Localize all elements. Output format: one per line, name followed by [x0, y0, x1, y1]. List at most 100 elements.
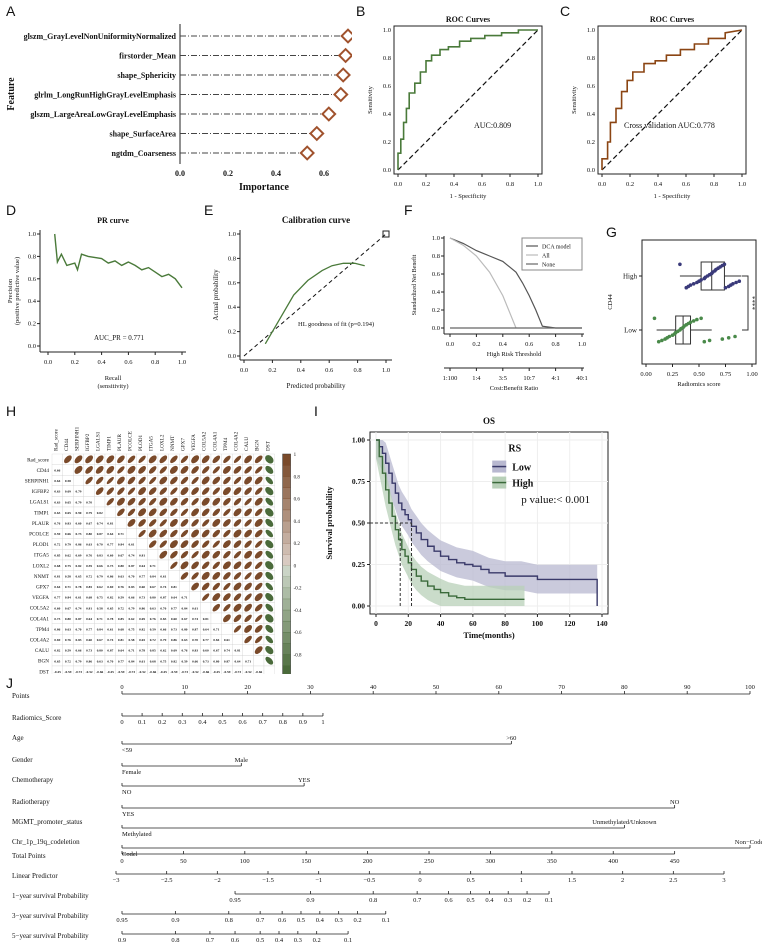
- h-value-2-0: 0.64: [54, 479, 60, 483]
- d-title: PR curve: [97, 216, 129, 225]
- h-ellipse-5-20: [265, 508, 274, 517]
- j-tick-label-9-1: −2.5: [161, 877, 173, 884]
- h-ellipse-7-16: [223, 529, 231, 538]
- h-ellipse-17-20: [265, 635, 274, 644]
- i-xtick-label-6: 120: [564, 619, 576, 628]
- g-point-1-18: [695, 317, 699, 322]
- panel-label-d: D: [6, 202, 17, 218]
- h-ellipse-5-13: [191, 508, 200, 517]
- h-ellipse-1-15: [212, 466, 220, 474]
- f-x-axis-title-2: Cost:Benefit Ratio: [490, 385, 539, 392]
- h-col-label-7: PCOLCE: [128, 431, 134, 451]
- j-tick-label-1-2: 0.2: [158, 719, 166, 726]
- h-cell-0-0: [51, 453, 63, 465]
- h-value-11-5: 0.86: [107, 575, 113, 579]
- f-ytick-label-0: 0.0: [432, 325, 440, 332]
- f-ytick-label-2: 0.4: [432, 289, 441, 296]
- h-value-20-11: -0.59: [170, 670, 177, 674]
- j-tick-label-10-3: 0.7: [413, 897, 422, 904]
- h-value-13-11: 0.64: [171, 596, 177, 600]
- h-ellipse-6-11: [169, 518, 178, 527]
- h-value-6-0: 0.76: [54, 522, 60, 526]
- h-col-label-19: BGN: [255, 440, 261, 451]
- h-ellipse-5-10: [159, 508, 168, 517]
- h-ellipse-3-10: [159, 487, 168, 495]
- d-xtick-label-0: 0.0: [44, 359, 52, 366]
- g-xtick-label-4: 1.00: [746, 371, 757, 378]
- h-ellipse-11-15: [212, 572, 221, 580]
- h-ellipse-7-13: [191, 529, 200, 538]
- c-ytick-label-4: 0.8: [587, 55, 595, 62]
- h-value-14-5: 0.65: [107, 606, 113, 610]
- cd44-boxplot-chart: High Low **** 0.00 0.25 0.50 0.75 1.00 Radiomics…: [607, 239, 758, 388]
- h-ellipse-1-19: [255, 466, 263, 474]
- h-value-15-3: 0.64: [86, 617, 92, 621]
- h-value-11-0: 0.81: [54, 575, 60, 579]
- h-value-12-1: 0.71: [65, 585, 71, 589]
- h-value-16-10: 0.66: [160, 628, 166, 632]
- b-ytick-label-1: 0.2: [383, 139, 391, 146]
- i-xtick-label-1: 20: [405, 619, 413, 628]
- j-tick-label-8-1: 50: [180, 858, 187, 865]
- h-ellipse-7-9: [148, 529, 157, 538]
- i-ytick-label-0: 0.00: [352, 602, 365, 611]
- h-ellipse-1-12: [180, 466, 189, 474]
- h-value-8-2: 0.86: [76, 543, 82, 547]
- j-tick-label-9-10: 2: [621, 877, 624, 884]
- j-tick-label-12-3: 0.6: [231, 937, 240, 942]
- h-cell-2-2: [73, 475, 84, 486]
- h-value-18-0: 0.82: [54, 649, 60, 653]
- h-ellipse-1-2: [74, 465, 83, 474]
- h-ellipse-14-18: [244, 603, 252, 612]
- i-xtick-label-3: 60: [469, 619, 477, 628]
- j-tick-label-8-6: 300: [486, 858, 496, 865]
- h-value-8-0: 0.72: [54, 543, 60, 547]
- h-value-1-0: 0.66: [54, 469, 60, 473]
- h-ellipse-11-13: [191, 572, 199, 580]
- h-value-19-8: 0.61: [139, 659, 145, 663]
- b-ytick-label-5: 1.0: [383, 27, 391, 34]
- h-ellipse-6-12: [180, 519, 189, 527]
- panel-label-i: I: [314, 403, 318, 419]
- h-ellipse-16-17: [233, 625, 242, 633]
- h-value-12-4: 0.62: [97, 585, 103, 589]
- h-value-18-2: 0.66: [76, 649, 82, 653]
- g-point-1-24: [733, 334, 737, 339]
- h-ellipse-15-19: [255, 614, 263, 622]
- c-ytick-label-0: 0.0: [587, 167, 595, 174]
- h-ellipse-2-3: [85, 476, 93, 485]
- h-ellipse-15-18: [244, 614, 252, 623]
- h-ellipse-0-18: [244, 455, 253, 464]
- h-ellipse-10-14: [201, 561, 210, 570]
- c-xtick-label-2: 0.4: [654, 181, 663, 188]
- g-xtick-label-0: 0.00: [640, 371, 651, 378]
- b-xtick-label-0: 0.0: [394, 181, 402, 188]
- b-ytick-label-0: 0.0: [383, 167, 391, 174]
- f-xtick-label-3: 0.6: [525, 341, 534, 348]
- d-y-axis-title: Precision: [7, 278, 14, 303]
- j-tick-label-10-5: 0.5: [466, 897, 474, 904]
- h-ellipse-18-19: [254, 646, 263, 654]
- h-ellipse-12-19: [254, 582, 263, 591]
- j-tick-label-11-5: 0.5: [297, 917, 305, 924]
- h-ellipse-12-16: [223, 582, 231, 591]
- h-value-15-11: 0.60: [171, 617, 177, 621]
- h-ellipse-10-13: [191, 561, 199, 570]
- e-xtick-label-3: 0.6: [325, 367, 334, 374]
- h-value-3-1: 0.69: [65, 490, 71, 494]
- h-ellipse-0-9: [148, 455, 157, 464]
- h-ellipse-1-11: [169, 465, 178, 474]
- h-ellipse-11-12: [180, 572, 189, 580]
- h-ellipse-1-14: [201, 466, 210, 474]
- j-tick-label-6-0: Methylated: [122, 831, 152, 838]
- j-tick-label-9-12: 3: [722, 877, 725, 884]
- d-xtick-label-3: 0.6: [124, 359, 133, 366]
- h-cell-3-3: [83, 485, 95, 497]
- h-row-label-4: LGALS1: [30, 500, 50, 506]
- h-cell-8-8: [136, 538, 148, 550]
- d-xtick-label-2: 0.4: [98, 359, 107, 366]
- e-xtick-label-1: 0.2: [268, 367, 276, 374]
- h-ellipse-7-12: [180, 529, 189, 538]
- h-ellipse-15-17: [233, 614, 242, 623]
- f-xtick2-label-2: 3:5: [499, 375, 507, 382]
